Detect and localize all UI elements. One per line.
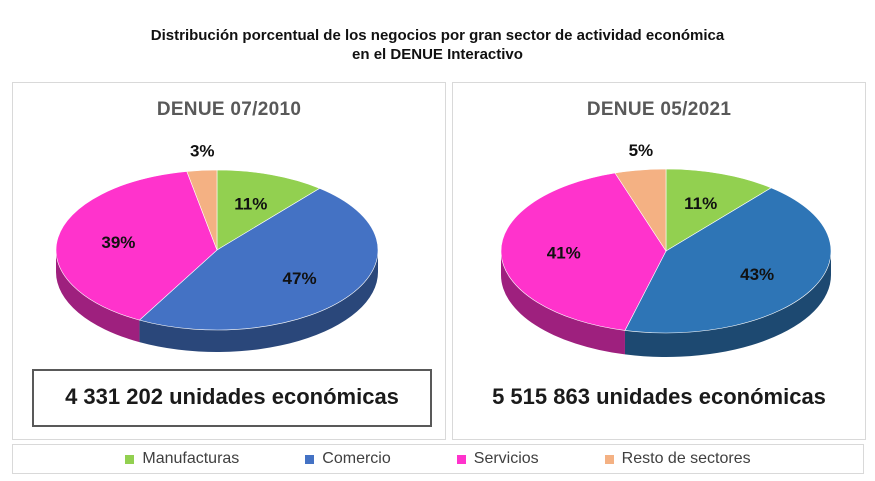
legend-item-servicios: Servicios bbox=[456, 450, 539, 468]
legend-item-manufacturas: Manufacturas bbox=[125, 450, 239, 468]
pie-slice-2021-servicios bbox=[500, 172, 667, 331]
pie-label-2021-comercio: 43% bbox=[740, 265, 774, 284]
legend-label-comercio: Comercio bbox=[322, 450, 391, 467]
pie-slice-2010-servicios bbox=[55, 171, 218, 321]
pie-slice-2010-resto bbox=[186, 169, 218, 251]
pie-slice-2010-manufacturas bbox=[216, 169, 321, 251]
pie-slice-2010-comercio bbox=[138, 188, 379, 331]
pie-slice-2021-manufacturas bbox=[665, 168, 772, 252]
pie-label-2010-comercio: 47% bbox=[283, 269, 317, 288]
pie-panel-2010: DENUE 07/2010 11% 47% 39% 3% 4 331 202 unid… bbox=[12, 82, 446, 440]
pie-side-2010-servicios bbox=[56, 250, 140, 343]
pie-label-2010-manufacturas: 11% bbox=[234, 194, 267, 213]
legend-label-manufacturas: Manufacturas bbox=[142, 450, 240, 467]
total-box-2010 bbox=[32, 369, 432, 427]
pie-slice-2021-resto bbox=[614, 168, 667, 253]
total-units-2021: 5 515 863 unidades económicas bbox=[492, 384, 826, 409]
legend-label-servicios: Servicios bbox=[473, 450, 539, 467]
legend-swatch-resto bbox=[604, 454, 614, 464]
pie-label-2010-resto: 3% bbox=[190, 141, 215, 160]
pie-label-2021-manufacturas: 11% bbox=[684, 194, 717, 213]
total-units-2010: 4 331 202 unidades económicas bbox=[65, 384, 399, 409]
pie-side-2021-comercio bbox=[624, 251, 831, 358]
legend-swatch-servicios bbox=[456, 454, 466, 464]
pie-label-2010-servicios: 39% bbox=[101, 233, 135, 252]
pie-panel-2021: DENUE 05/2021 11% 43% 41% 5% 5 515 863 unid… bbox=[452, 82, 866, 440]
legend-item-resto: Resto de sectores bbox=[604, 450, 751, 468]
pie-chart-2010: 11% 47% 39% 3% bbox=[55, 141, 379, 352]
legend-label-resto: Resto de sectores bbox=[621, 450, 751, 467]
pie-chart-2021: 11% 43% 41% 5% bbox=[500, 141, 832, 358]
legend-item-comercio: Comercio bbox=[305, 450, 391, 468]
chart-title-line2: en el DENUE Interactivo bbox=[352, 46, 523, 63]
chart-title-line1: Distribución porcentual de los negocios … bbox=[150, 27, 725, 44]
legend-swatch-comercio bbox=[305, 454, 315, 464]
pie-side-2010-comercio bbox=[139, 250, 378, 352]
pie-label-2021-resto: 5% bbox=[629, 141, 654, 160]
pie-slice-2021-comercio bbox=[624, 187, 832, 334]
chart-legend: Manufacturas Comercio Servicios Resto de… bbox=[12, 444, 864, 474]
pie-label-2021-servicios: 41% bbox=[547, 244, 581, 263]
pie-side-2021-servicios bbox=[501, 251, 625, 355]
legend-swatch-manufacturas bbox=[125, 454, 135, 464]
chart-title: Distribución porcentual de los negocios … bbox=[0, 26, 875, 64]
pie-title-2010: DENUE 07/2010 bbox=[156, 99, 302, 120]
pie-title-2021: DENUE 05/2021 bbox=[586, 99, 732, 120]
